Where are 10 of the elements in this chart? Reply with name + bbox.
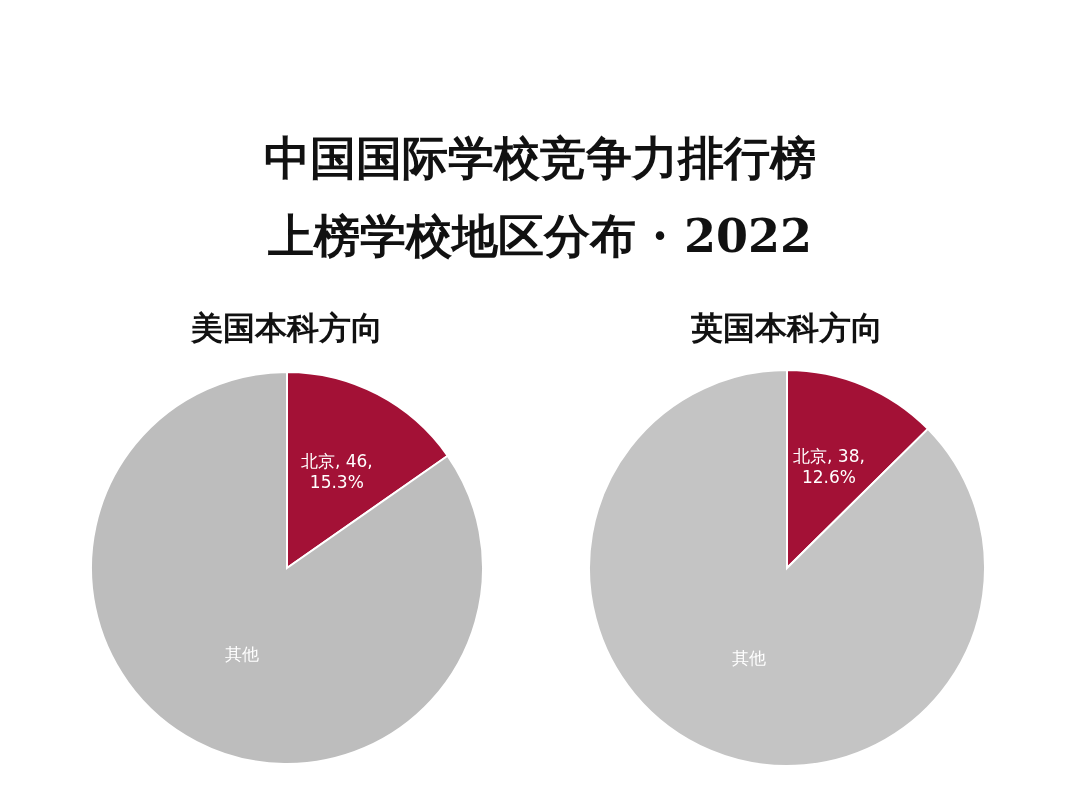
chart-title: 英国本科方向 [690,308,883,347]
chart-title: 美国本科方向 [190,308,383,347]
slice-label: 北京, 46, 15.3% [300,450,373,493]
slice-label: 其他 [731,648,766,669]
slice-label: 北京, 38, 12.6% [793,445,865,488]
pie-slice [90,371,484,765]
slice-label: 其他 [224,643,259,664]
pie-slice [588,369,986,767]
text: 中国国际学校竞争力排行榜 [264,131,816,185]
text: 上榜学校地区分布 · 2022 [267,209,813,263]
